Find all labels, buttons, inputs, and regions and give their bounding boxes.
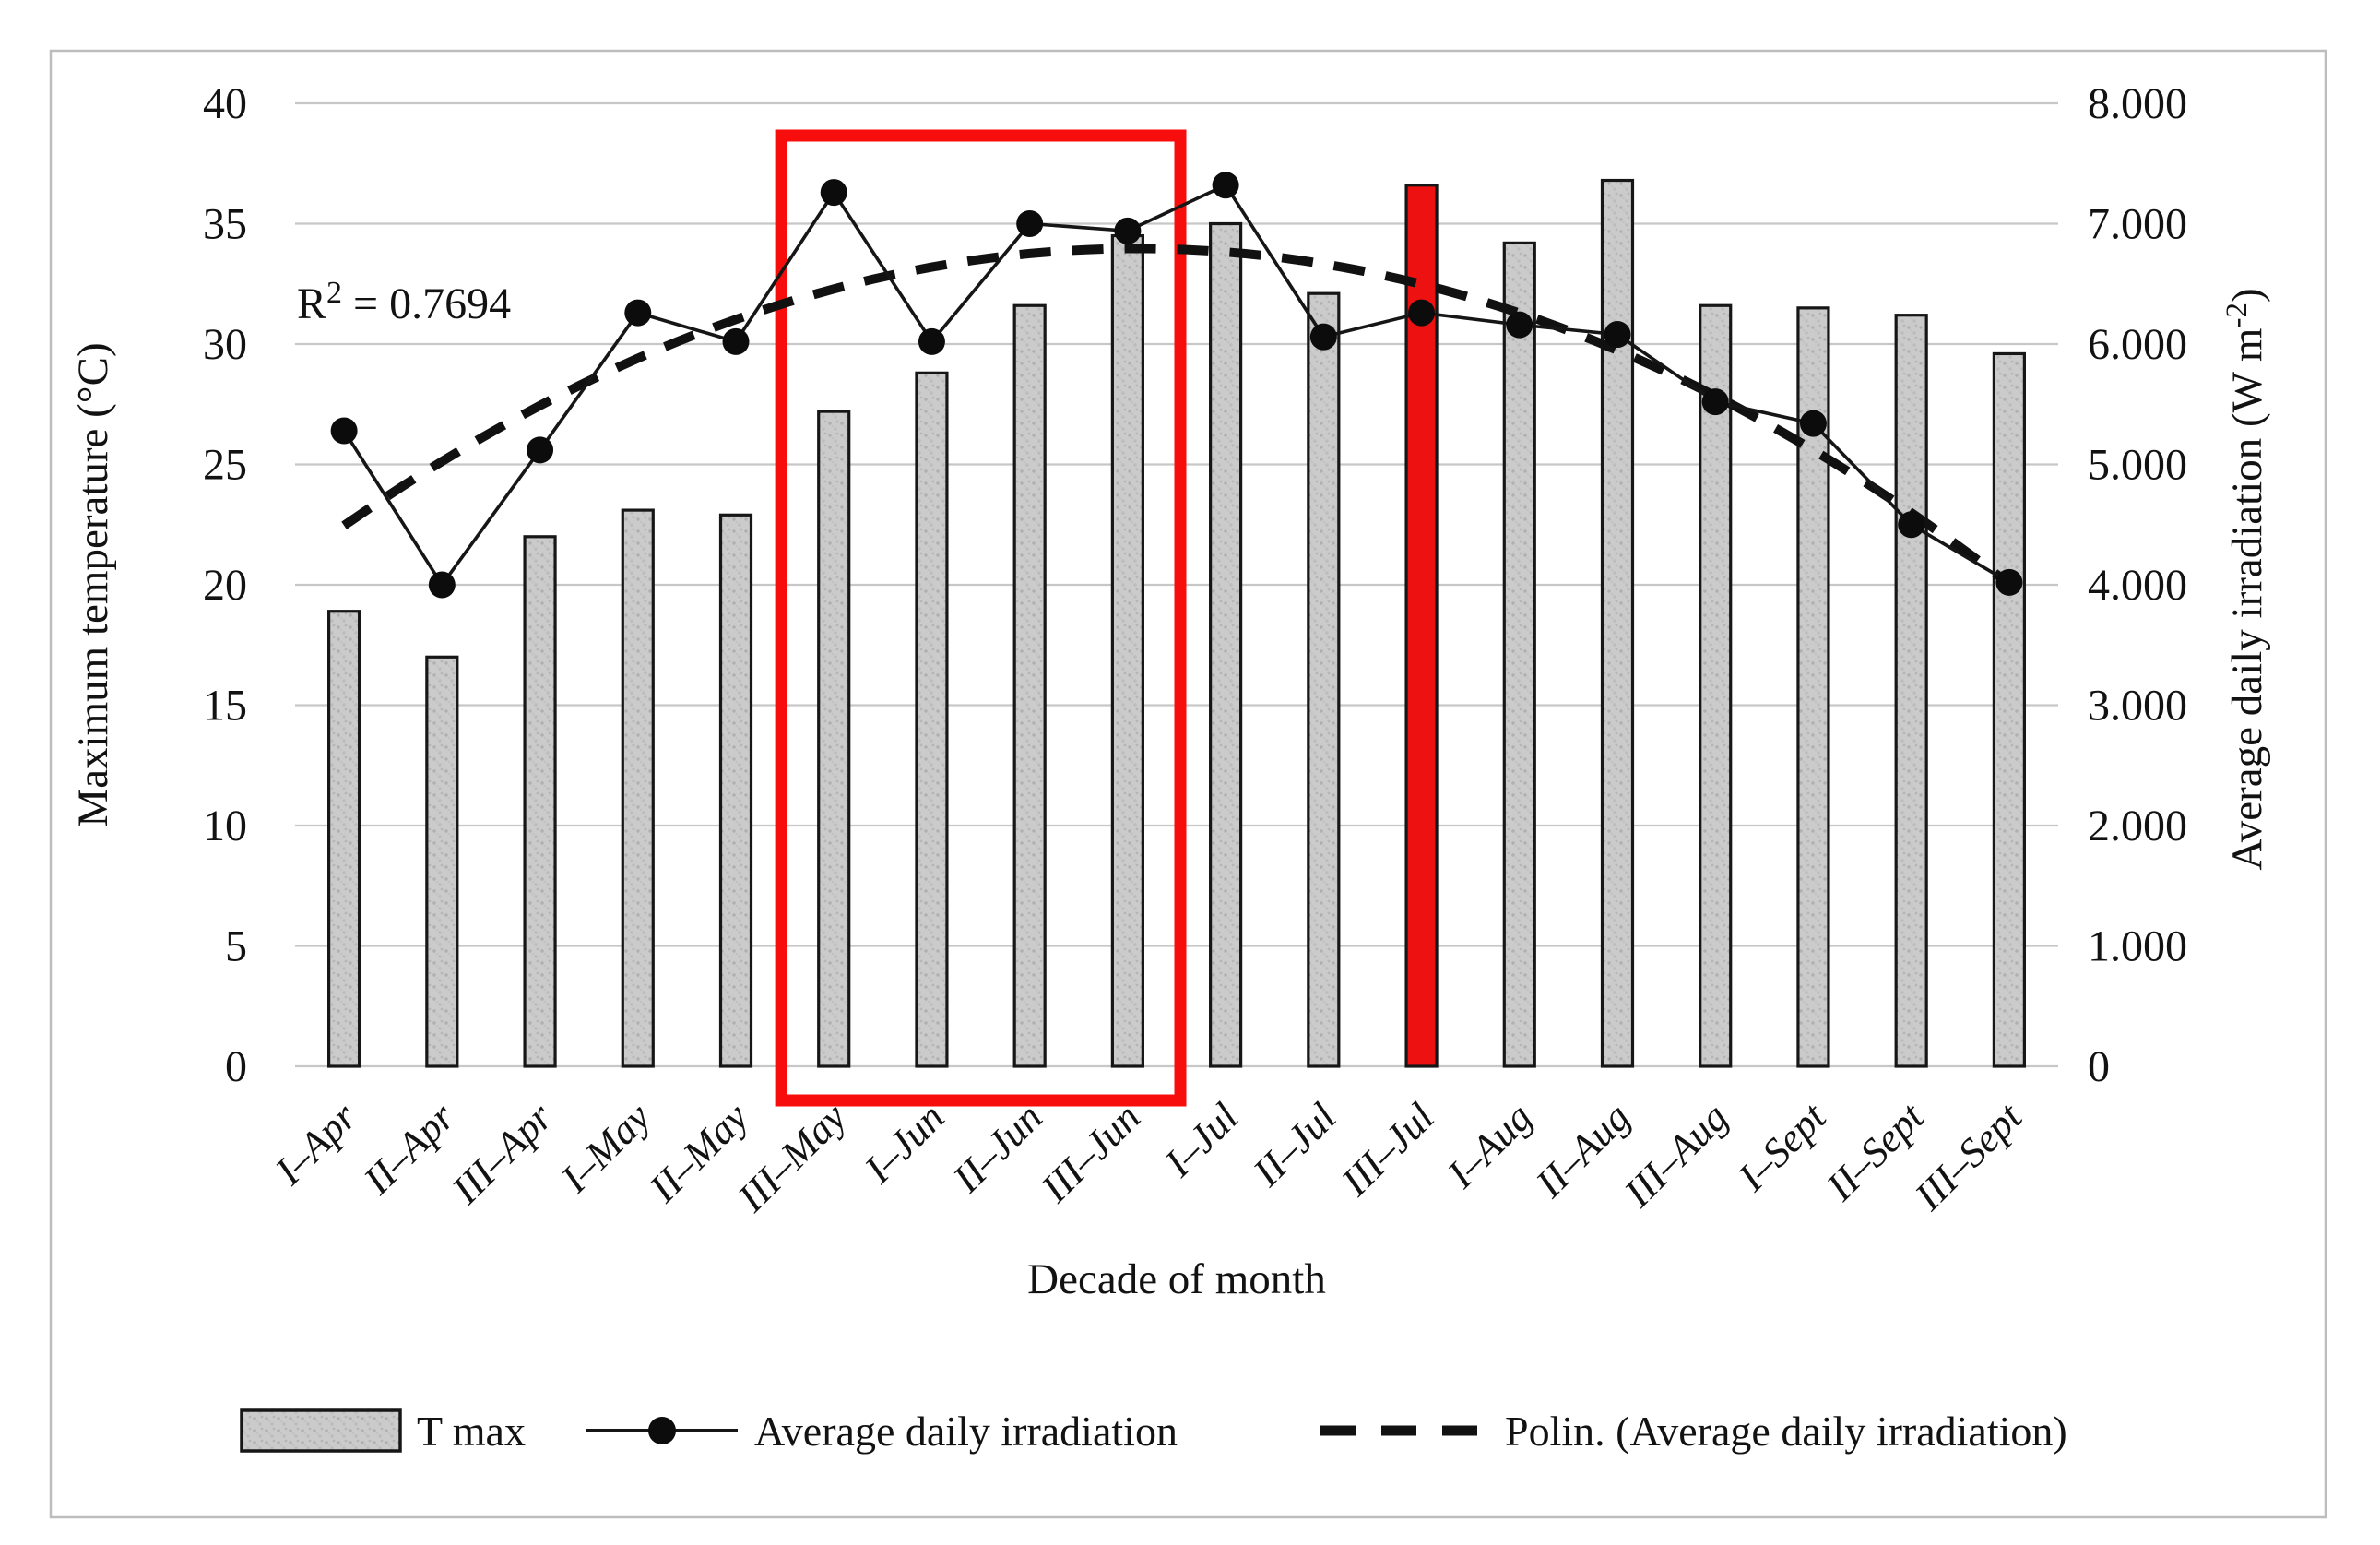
x-tick-label: III–May [728, 1094, 856, 1221]
y-tick-label-left: 5 [225, 922, 247, 971]
irradiation-point [1898, 511, 1925, 539]
y-tick-label-right: 6.000 [2088, 320, 2187, 369]
y-tick-label-left: 0 [225, 1042, 247, 1091]
x-axis-title: Decade of month [1027, 1255, 1326, 1303]
irradiation-point [722, 327, 750, 355]
bar-tmax [1894, 314, 1928, 1068]
bar-tmax [915, 371, 949, 1068]
irradiation-point [330, 417, 358, 445]
figure-border [49, 49, 2327, 1519]
x-tick-label: I–Aug [1438, 1094, 1540, 1196]
y-tick-label-left: 30 [203, 320, 247, 369]
irradiation-point [1995, 568, 2023, 596]
irradiation-point [1506, 311, 1533, 339]
y-tick-label-right: 1.000 [2088, 922, 2187, 971]
irradiation-point [1701, 388, 1729, 416]
bar-tmax [425, 655, 459, 1068]
bar-tmax [1992, 351, 2026, 1068]
legend-label-trend: Polin. (Average daily irradiation) [1505, 1408, 2067, 1455]
irradiation-line-layer [330, 172, 2023, 599]
irradiation-point [918, 327, 945, 355]
x-tick-label: III–Sept [1905, 1093, 2031, 1219]
bar-tmax [1209, 221, 1243, 1068]
x-tick-label: II–Apr [354, 1094, 464, 1204]
x-tick-label: III–Aug [1615, 1094, 1736, 1216]
y-tick-label-right: 2.000 [2088, 802, 2187, 850]
x-tick-label: I–Sept [1729, 1093, 1836, 1200]
irradiation-point [1212, 172, 1239, 199]
x-tick-label: I–Jul [1155, 1094, 1247, 1185]
x-tick-label: I–Apr [266, 1094, 366, 1194]
bar-tmax [718, 513, 753, 1068]
bar-tmax [621, 508, 655, 1068]
y-tick-label-right: 8.000 [2088, 79, 2187, 128]
irradiation-point [1408, 299, 1436, 327]
bar-tmax [1110, 233, 1144, 1068]
y-tick-label-left: 35 [203, 200, 247, 249]
y-tick-label-left: 40 [203, 79, 247, 128]
x-tick-label: III–Jun [1032, 1094, 1149, 1211]
irradiation-point [1309, 323, 1337, 351]
y-tick-label-left: 15 [203, 682, 247, 731]
irradiation-line [342, 183, 2010, 588]
legend-label-irradiation: Average daily irradiation [754, 1408, 1178, 1455]
highlight-box-layer [775, 129, 1187, 1107]
left-tick-labels: 0 5 10 15 20 25 30 35 40 [203, 79, 247, 1091]
irradiation-point [1604, 321, 1631, 349]
x-tick-label: I–Jun [855, 1094, 953, 1192]
x-tick-label: II–Jun [943, 1094, 1051, 1202]
legend-bar-swatch [240, 1408, 402, 1453]
x-tick-label: III–Jul [1332, 1094, 1443, 1205]
tmax-bars [327, 178, 2026, 1068]
y-tick-label-right: 5.000 [2088, 441, 2187, 490]
legend-label-tmax: T max [417, 1408, 526, 1455]
y-tick-label-right: 7.000 [2088, 200, 2187, 249]
irradiation-point [624, 299, 652, 327]
y-tick-label-left: 10 [203, 802, 247, 850]
irradiation-point [1799, 410, 1827, 437]
bar-tmax [1600, 178, 1635, 1068]
x-tick-label: III–Apr [443, 1094, 562, 1213]
bar-tmax [1502, 241, 1536, 1068]
gridlines [295, 101, 2058, 1068]
right-axis-title: Average daily irradiation (W m-2) [2220, 288, 2271, 870]
y-tick-label-right: 3.000 [2088, 682, 2187, 731]
bar-tmax [1699, 303, 1733, 1068]
y-tick-label-left: 20 [203, 561, 247, 610]
irradiation-point [428, 571, 456, 599]
irradiation-point [1114, 217, 1142, 244]
legend: T max Average daily irradiation Polin. (… [240, 1408, 2067, 1455]
irradiation-point [527, 436, 554, 464]
left-axis-title: Maximum temperature (°C) [69, 342, 117, 826]
y-tick-label-left: 25 [203, 441, 247, 490]
x-tick-label: I–May [551, 1094, 659, 1202]
bar-tmax [1307, 291, 1341, 1068]
bar-tmax-highlighted [1404, 184, 1439, 1068]
bar-tmax [523, 535, 557, 1068]
right-tick-labels: 0 1.000 2.000 3.000 4.000 5.000 6.000 7.000 8.00… [2088, 79, 2187, 1091]
y-tick-label-right: 0 [2088, 1042, 2110, 1091]
y-tick-label-right: 4.000 [2088, 561, 2187, 610]
bar-tmax [327, 610, 361, 1068]
highlight-box [775, 129, 1187, 1107]
irradiation-point [820, 179, 847, 207]
bar-tmax [1012, 303, 1047, 1068]
legend-line-marker [648, 1417, 676, 1444]
irradiation-point [1016, 210, 1044, 237]
x-tick-label: II–Jul [1244, 1094, 1345, 1195]
r-squared-annotation: R2 = 0.7694 [297, 276, 511, 328]
bar-tmax [817, 410, 851, 1068]
